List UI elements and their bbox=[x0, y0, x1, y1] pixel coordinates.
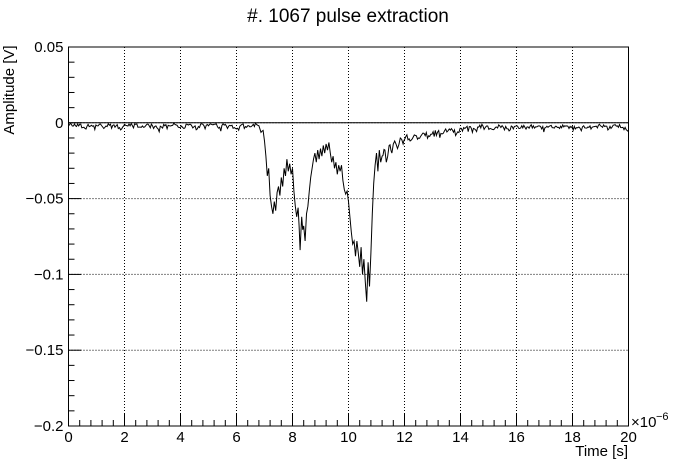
chart-title: #. 1067 pulse extraction bbox=[247, 6, 449, 27]
x-tick-label: 18 bbox=[564, 429, 581, 446]
x-tick-label: 0 bbox=[64, 429, 72, 446]
x-tick-label: 8 bbox=[288, 429, 296, 446]
x-axis-exponent-power: −6 bbox=[656, 411, 669, 423]
y-axis-title: Amplitude [V] bbox=[1, 45, 18, 134]
x-axis-exponent-base: ×10 bbox=[631, 414, 656, 431]
x-tick-label: 4 bbox=[176, 429, 184, 446]
frame-rect bbox=[68, 46, 629, 427]
x-axis-title: Time [s] bbox=[575, 443, 628, 460]
x-tick-label: 10 bbox=[340, 429, 357, 446]
tick-labels: 0 2 4 6 8 10 12 14 16 18 20 0.05 0 −0.05 −0.1 −0.15 −0.2 bbox=[26, 39, 637, 446]
gridlines bbox=[68, 47, 629, 426]
x-tick-label: 16 bbox=[508, 429, 525, 446]
x-tick-label: 20 bbox=[620, 429, 637, 446]
waveform-trace bbox=[68, 122, 629, 302]
y-tick-label: −0.2 bbox=[34, 418, 64, 435]
x-tick-label: 2 bbox=[120, 429, 128, 446]
y-tick-label: −0.1 bbox=[34, 266, 64, 283]
x-tick-label: 12 bbox=[396, 429, 413, 446]
x-tick-label: 14 bbox=[452, 429, 469, 446]
y-tick-label: 0.05 bbox=[34, 39, 63, 56]
plot-frame bbox=[68, 46, 629, 427]
y-tick-label: −0.15 bbox=[26, 342, 64, 359]
waveform-polyline bbox=[68, 122, 629, 302]
x-tick-label: 6 bbox=[232, 429, 240, 446]
y-tick-label: 0 bbox=[55, 115, 63, 132]
y-tick-label: −0.05 bbox=[26, 191, 64, 208]
